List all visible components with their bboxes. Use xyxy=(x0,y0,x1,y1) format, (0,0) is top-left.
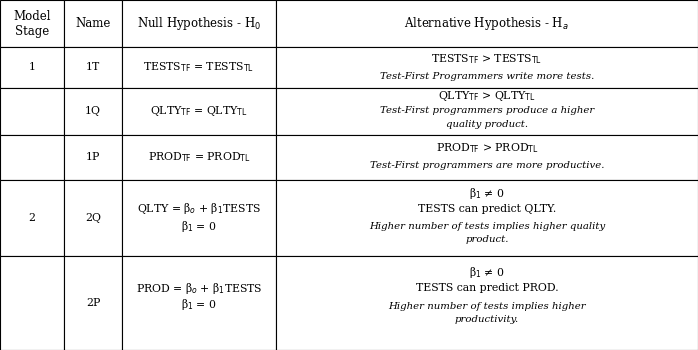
Bar xyxy=(276,88,698,135)
Text: QLTY = β$_o$ + β$_1$TESTS: QLTY = β$_o$ + β$_1$TESTS xyxy=(137,201,261,216)
Bar xyxy=(64,180,122,256)
Text: TESTS$_{\mathrm{TF}}$ = TESTS$_{\mathrm{TL}}$: TESTS$_{\mathrm{TF}}$ = TESTS$_{\mathrm{… xyxy=(143,61,255,74)
Text: 2Q: 2Q xyxy=(85,213,101,223)
Text: β$_1$ ≠ 0: β$_1$ ≠ 0 xyxy=(469,265,505,280)
Bar xyxy=(122,135,276,180)
Bar xyxy=(122,88,276,135)
Text: Test-First programmers produce a higher: Test-First programmers produce a higher xyxy=(380,106,594,115)
Text: PROD$_{\mathrm{TF}}$ = PROD$_{\mathrm{TL}}$: PROD$_{\mathrm{TF}}$ = PROD$_{\mathrm{TL… xyxy=(147,150,251,164)
Text: QLTY$_{\mathrm{TF}}$ = QLTY$_{\mathrm{TL}}$: QLTY$_{\mathrm{TF}}$ = QLTY$_{\mathrm{TL… xyxy=(150,104,248,118)
Text: β$_1$ = 0: β$_1$ = 0 xyxy=(181,297,217,312)
Bar xyxy=(276,47,698,88)
Bar xyxy=(0,47,64,88)
Text: β$_1$ ≠ 0: β$_1$ ≠ 0 xyxy=(469,186,505,201)
Bar xyxy=(64,256,122,350)
Text: 1T: 1T xyxy=(86,62,101,72)
Bar xyxy=(0,88,64,135)
Text: QLTY$_{\mathrm{TF}}$ > QLTY$_{\mathrm{TL}}$: QLTY$_{\mathrm{TF}}$ > QLTY$_{\mathrm{TL… xyxy=(438,89,535,103)
Bar xyxy=(0,256,64,350)
Text: β$_1$ = 0: β$_1$ = 0 xyxy=(181,219,217,234)
Text: TESTS can predict QLTY.: TESTS can predict QLTY. xyxy=(417,204,556,214)
Bar xyxy=(64,47,122,88)
Bar xyxy=(276,256,698,350)
Text: TESTS can predict PROD.: TESTS can predict PROD. xyxy=(415,283,558,293)
Text: Model
Stage: Model Stage xyxy=(13,9,51,38)
Bar xyxy=(276,180,698,256)
Bar xyxy=(0,0,64,47)
Bar xyxy=(122,47,276,88)
Bar xyxy=(122,180,276,256)
Bar xyxy=(276,135,698,180)
Bar xyxy=(0,180,64,256)
Bar xyxy=(64,88,122,135)
Text: Name: Name xyxy=(75,17,111,30)
Text: PROD = β$_o$ + β$_1$TESTS: PROD = β$_o$ + β$_1$TESTS xyxy=(135,281,262,295)
Text: 2P: 2P xyxy=(86,298,101,308)
Text: Test-First Programmers write more tests.: Test-First Programmers write more tests. xyxy=(380,72,594,81)
Bar xyxy=(64,0,122,47)
Bar xyxy=(64,135,122,180)
Bar xyxy=(122,0,276,47)
Bar xyxy=(0,135,64,180)
Text: product.: product. xyxy=(465,235,509,244)
Text: PROD$_{\mathrm{TF}}$ > PROD$_{\mathrm{TL}}$: PROD$_{\mathrm{TF}}$ > PROD$_{\mathrm{TL… xyxy=(436,141,538,155)
Text: 1: 1 xyxy=(29,62,36,72)
Text: Test-First programmers are more productive.: Test-First programmers are more producti… xyxy=(370,161,604,170)
Text: Alternative Hypothesis - H$_a$: Alternative Hypothesis - H$_a$ xyxy=(404,15,570,32)
Text: productivity.: productivity. xyxy=(454,315,519,324)
Text: 2: 2 xyxy=(29,213,36,223)
Text: 1P: 1P xyxy=(86,153,101,162)
Text: Higher number of tests implies higher quality: Higher number of tests implies higher qu… xyxy=(369,222,605,231)
Text: TESTS$_{\mathrm{TF}}$ > TESTS$_{\mathrm{TL}}$: TESTS$_{\mathrm{TF}}$ > TESTS$_{\mathrm{… xyxy=(431,52,542,65)
Text: Null Hypothesis - H$_0$: Null Hypothesis - H$_0$ xyxy=(137,15,261,32)
Bar xyxy=(276,0,698,47)
Bar xyxy=(122,256,276,350)
Text: quality product.: quality product. xyxy=(446,120,528,129)
Text: Higher number of tests implies higher: Higher number of tests implies higher xyxy=(388,302,586,311)
Text: 1Q: 1Q xyxy=(85,106,101,116)
